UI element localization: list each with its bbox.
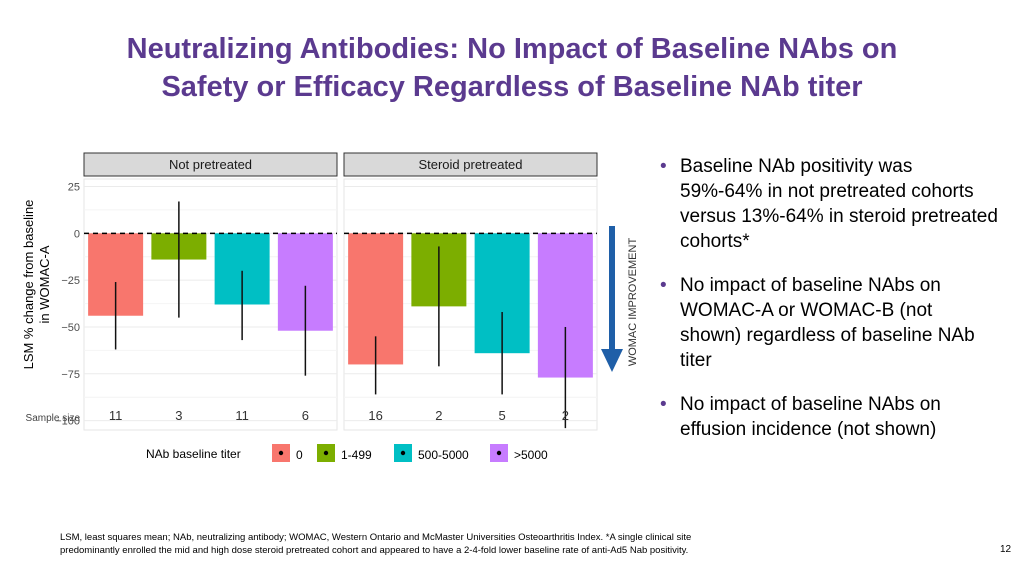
legend-label: >5000 xyxy=(514,448,548,462)
sample-size-value: 11 xyxy=(109,408,123,423)
bullet-text: Baseline NAb positivity was 59%-64% in n… xyxy=(680,156,998,252)
page-number: 12 xyxy=(1000,544,1012,555)
legend-marker xyxy=(323,450,329,456)
title-line-1: Neutralizing Antibodies: No Impact of Ba… xyxy=(126,33,898,65)
bullet-item: • No impact of baseline NAbs on effusion … xyxy=(658,392,998,442)
legend-marker xyxy=(496,450,502,456)
facet-strip xyxy=(343,152,598,177)
sample-size-value: 11 xyxy=(235,408,249,423)
sample-size-value: 2 xyxy=(562,408,569,423)
title-line-2: Safety or Efficacy Regardless of Baselin… xyxy=(161,71,863,103)
y-axis-title-line-2: in WOMAC-A xyxy=(37,245,52,323)
improvement-arrow-head xyxy=(601,349,623,372)
sample-size-value: 16 xyxy=(368,408,382,423)
y-tick-label: 25 xyxy=(68,181,80,193)
improvement-arrow-label: WOMAC IMPROVEMENT xyxy=(627,238,639,367)
y-tick-label: 0 xyxy=(74,228,80,240)
sample-size-value: 3 xyxy=(175,408,182,423)
y-tick-label: −50 xyxy=(61,322,80,334)
slide-title: Neutralizing Antibodies: No Impact of Ba… xyxy=(0,30,1024,106)
footnote: LSM, least squares mean; NAb, neutralizi… xyxy=(60,531,920,557)
bullet-item: • No impact of baseline NAbs on WOMAC-A o… xyxy=(658,273,998,373)
legend-marker xyxy=(400,450,406,456)
bullet-item: • Baseline NAb positivity was 59%-64% in … xyxy=(658,154,998,254)
faceted-bar-chart: Not pretreated Steroid pretreated250−25−5… xyxy=(21,152,639,462)
bullet-text: No impact of baseline NAbs on effusion i… xyxy=(680,394,941,440)
legend-marker xyxy=(278,450,284,456)
facet-strip-label: Not pretreated xyxy=(169,157,252,172)
bullet-list: • Baseline NAb positivity was 59%-64% in … xyxy=(658,154,998,461)
sample-size-value: 6 xyxy=(302,408,309,423)
legend-label: 500-5000 xyxy=(418,448,469,462)
bullet-icon: • xyxy=(660,394,667,415)
facet-strip xyxy=(83,152,338,177)
sample-size-label: Sample size xyxy=(26,413,81,424)
bullet-icon: • xyxy=(660,275,667,296)
bullet-text: No impact of baseline NAbs on WOMAC-A or… xyxy=(680,275,975,371)
footnote-line-1: LSM, least squares mean; NAb, neutralizi… xyxy=(60,532,692,543)
legend-label: 0 xyxy=(296,448,303,462)
facet-strip-label: Steroid pretreated xyxy=(418,157,522,172)
legend-title: NAb baseline titer xyxy=(146,447,241,461)
sample-size-value: 5 xyxy=(499,408,506,423)
footnote-line-2: predominantly enrolled the mid and high … xyxy=(60,545,689,556)
y-tick-label: −100 xyxy=(55,416,80,428)
y-axis-title-line-1: LSM % change from baseline xyxy=(21,200,36,370)
legend-label: 1-499 xyxy=(341,448,372,462)
y-tick-label: −75 xyxy=(61,369,80,381)
sample-size-value: 2 xyxy=(435,408,442,423)
bullet-icon: • xyxy=(660,156,667,177)
y-tick-label: −25 xyxy=(61,275,80,287)
